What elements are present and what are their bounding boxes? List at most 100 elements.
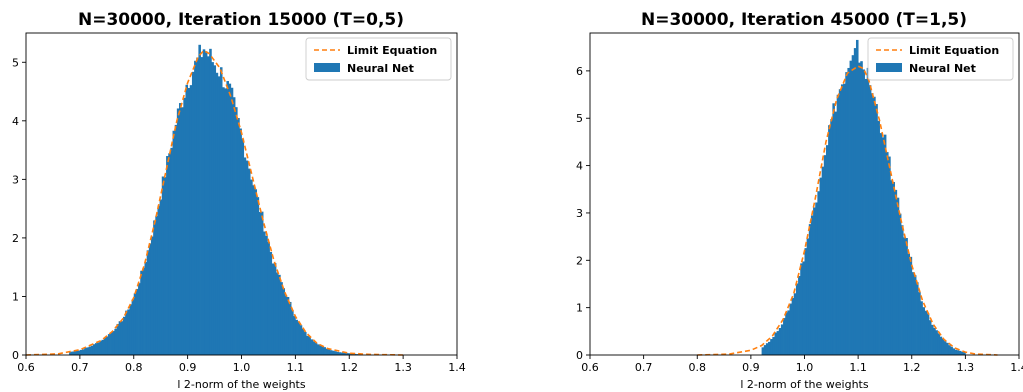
histogram-bar [931, 324, 934, 355]
y-tick-label: 3 [576, 207, 583, 220]
histogram-bar [879, 133, 883, 355]
histogram-bar [838, 89, 842, 355]
histogram-bar [325, 348, 329, 355]
histogram-bar [168, 153, 171, 355]
histogram-bar [883, 134, 887, 355]
histogram-bar [215, 72, 219, 355]
histogram-bar [875, 104, 878, 355]
histogram-bar [353, 353, 357, 355]
histogram-bar [267, 242, 270, 355]
histogram-bar [155, 215, 158, 355]
x-tick-label: 0.8 [689, 361, 707, 374]
histogram-bar [159, 199, 163, 355]
histogram-bar [304, 332, 307, 355]
histogram-bar [142, 268, 145, 355]
histogram-bar [71, 351, 74, 355]
y-tick-label: 3 [12, 173, 19, 186]
histogram-bar [146, 250, 150, 355]
histogram-bar [813, 207, 816, 355]
histogram-bar [868, 85, 872, 356]
histogram-bar [291, 310, 294, 355]
histogram-bar [817, 191, 820, 355]
histogram-bar [194, 60, 197, 355]
histogram-bar [222, 87, 225, 355]
histogram-series [69, 44, 361, 356]
histogram-bar [909, 256, 913, 355]
histogram-bar [150, 236, 154, 355]
histogram-bar [920, 301, 923, 355]
histogram-bar [780, 324, 784, 355]
histogram-bar [118, 321, 122, 355]
histogram-bar [344, 352, 348, 355]
histogram-bar [338, 352, 342, 355]
histogram-bar [73, 351, 76, 355]
histogram-bar [933, 327, 936, 355]
histogram-bar [340, 352, 344, 355]
histogram-bar [200, 57, 204, 356]
legend-label-limit-equation: Limit Equation [909, 44, 999, 57]
y-tick-label: 5 [576, 112, 583, 125]
histogram-bar [295, 319, 298, 355]
histogram-bar [293, 316, 296, 355]
histogram-bar [916, 282, 919, 355]
legend-bar-swatch [876, 63, 902, 72]
histogram-bar [187, 88, 191, 355]
histogram-bar [774, 332, 778, 355]
x-tick-label: 0.6 [17, 361, 35, 374]
histogram-bar [946, 342, 949, 355]
histogram-bar [785, 312, 788, 355]
histogram-bar [105, 336, 109, 355]
histogram-bar [172, 130, 176, 355]
histogram-bar [825, 145, 829, 355]
histogram-bar [209, 48, 212, 355]
histogram-bar [810, 215, 814, 355]
histogram-bar [802, 261, 805, 355]
histogram-bar [860, 61, 863, 355]
histogram-bar [898, 213, 902, 355]
histogram-bar [170, 147, 173, 355]
histogram-bar [232, 97, 236, 355]
histogram-bar [866, 67, 870, 355]
histogram-bar [275, 272, 279, 355]
histogram-bar [806, 238, 810, 355]
legend-label-neural-net: Neural Net [347, 62, 414, 75]
histogram-bar [763, 345, 767, 355]
histogram-bar [312, 341, 316, 355]
histogram-bar [269, 251, 273, 355]
histogram-bar [226, 81, 229, 355]
x-tick-label: 1.1 [287, 361, 305, 374]
histogram-bar [890, 180, 893, 355]
histogram-bar [112, 331, 115, 355]
x-tick-label: 0.8 [125, 361, 143, 374]
histogram-bar [235, 107, 238, 356]
histogram-series [761, 39, 966, 356]
y-tick-label: 0 [12, 349, 19, 362]
histogram-bar [952, 348, 956, 355]
histogram-bar [176, 108, 180, 355]
histogram-bar [88, 346, 92, 355]
legend-box [305, 37, 452, 81]
histogram-bar [157, 205, 161, 355]
histogram-bar [133, 293, 137, 355]
y-tick-label: 4 [12, 115, 19, 128]
axes-frame: 0.6 0.7 0.8 0.9 1.0 1.1 1.2 1.3 1.4 0 1 2 3 4 5 [12, 32, 466, 374]
x-tick-label: 1.0 [796, 361, 814, 374]
histogram-bar [77, 350, 81, 355]
histogram-bar [219, 67, 223, 356]
x-tick-label: 0.9 [179, 361, 197, 374]
histogram-bar [926, 313, 930, 355]
histogram-bar [230, 87, 234, 355]
histogram-bar [347, 353, 350, 355]
histogram-bar [135, 288, 139, 355]
x-tick-label: 1.4 [448, 361, 466, 374]
histogram-bar [183, 97, 186, 355]
histogram-bar [278, 274, 281, 355]
histogram-bar [956, 350, 960, 355]
histogram-bar [924, 310, 928, 355]
histogram-bar [939, 336, 943, 355]
histogram-bar [271, 263, 275, 355]
histogram-bar [808, 224, 812, 355]
limit-equation-line [697, 65, 998, 356]
histogram-bar [204, 51, 208, 355]
histogram-bar [918, 292, 921, 355]
